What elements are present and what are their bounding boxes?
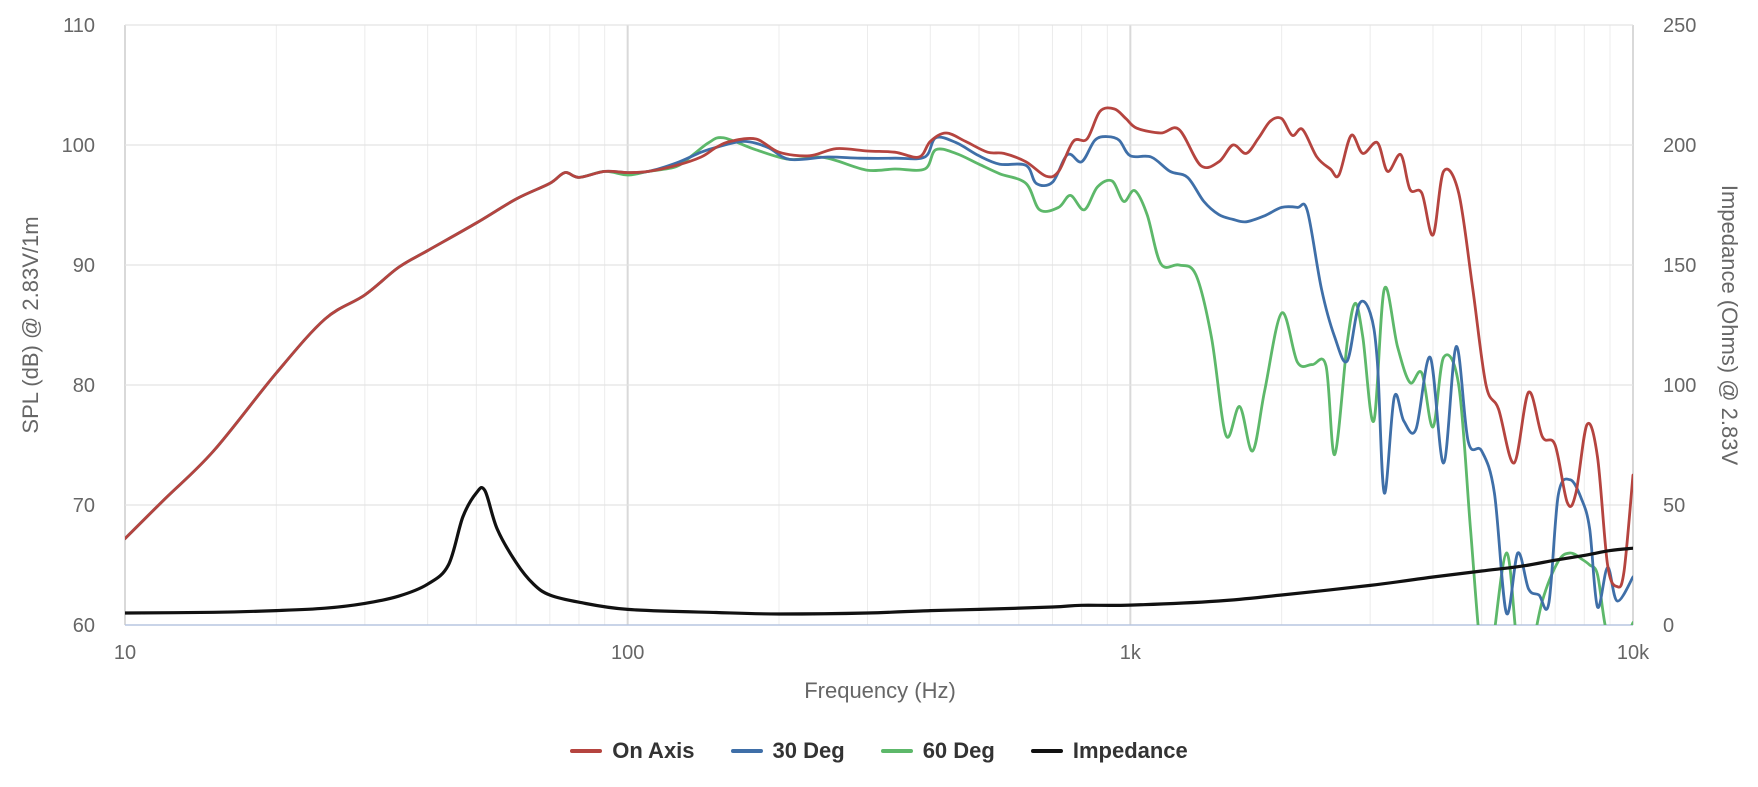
x-tick-label: 100 (611, 642, 644, 664)
y-tick-label: 70 (73, 495, 95, 517)
legend: On Axis 30 Deg 60 Deg Impedance (0, 738, 1758, 764)
legend-swatch-60-deg (880, 749, 913, 753)
legend-item-30-deg[interactable]: 30 Deg (730, 738, 845, 764)
legend-swatch-on-axis (570, 749, 603, 753)
y2-tick-label: 250 (1663, 15, 1696, 37)
series-line-impedance (125, 486, 1633, 616)
y-axis-title: SPL (dB) @ 2.83V/1m (18, 216, 43, 433)
y-tick-label: 80 (73, 375, 95, 397)
x-axis-title: Frequency (Hz) (804, 678, 956, 703)
y-tick-label: 100 (62, 135, 95, 157)
tick-labels: 10 100 1k 10k 60 70 80 90 100 110 0 50 100 150 200 250 (62, 15, 1697, 664)
x-tick-label: 1k (1120, 642, 1142, 664)
y2-tick-label: 50 (1663, 495, 1685, 517)
major-gridlines (124, 24, 1634, 626)
y-tick-label: 110 (63, 15, 95, 37)
legend-item-impedance[interactable]: Impedance (1030, 738, 1188, 764)
y-tick-label: 90 (73, 255, 95, 277)
x-tick-label: 10k (1617, 642, 1650, 664)
x-tick-label: 10 (114, 642, 136, 664)
legend-item-on-axis[interactable]: On Axis (570, 738, 695, 764)
legend-label-on-axis: On Axis (612, 738, 695, 763)
y2-tick-label: 200 (1663, 135, 1696, 157)
series-layer (125, 106, 1633, 625)
legend-swatch-impedance (1030, 749, 1063, 753)
series-line-on-axis (125, 106, 1633, 589)
legend-label-30-deg: 30 Deg (772, 738, 845, 763)
y2-tick-label: 150 (1663, 255, 1696, 277)
legend-label-impedance: Impedance (1072, 738, 1188, 763)
y2-tick-label: 100 (1663, 375, 1696, 397)
y2-axis-title: Impedance (Ohms) @ 2.83V (1717, 185, 1742, 466)
minor-gridlines (275, 25, 1611, 625)
legend-label-60-deg: 60 Deg (922, 738, 995, 763)
y2-tick-label: 0 (1663, 615, 1674, 637)
series-line-60-deg (125, 136, 1633, 625)
legend-item-60-deg[interactable]: 60 Deg (880, 738, 995, 764)
frequency-response-chart: 10 100 1k 10k60708090100110050100150200250 … (18, 15, 1742, 703)
y-tick-label: 60 (73, 615, 95, 637)
legend-swatch-30-deg (730, 749, 763, 753)
